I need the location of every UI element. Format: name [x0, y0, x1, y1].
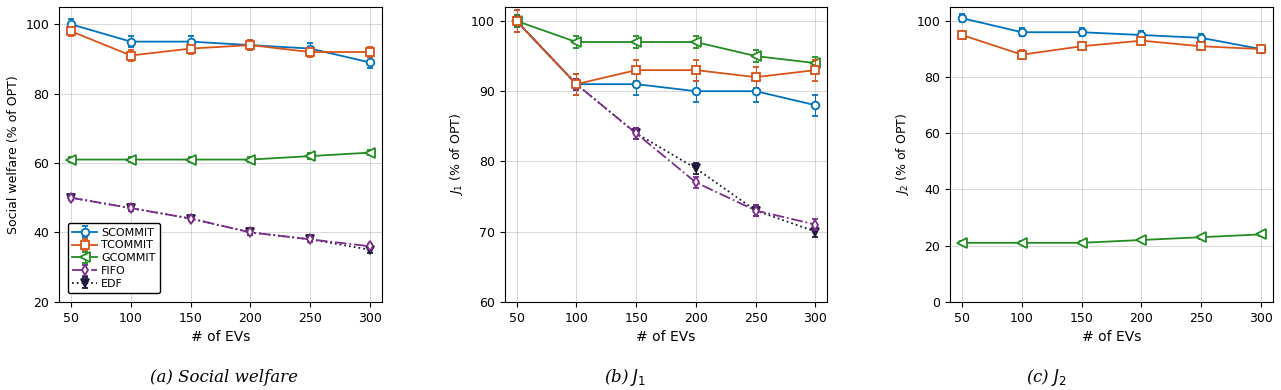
- Y-axis label: Social welfare (% of OPT): Social welfare (% of OPT): [6, 75, 20, 234]
- Legend: SCOMMIT, TCOMMIT, GCOMMIT, FIFO, EDF: SCOMMIT, TCOMMIT, GCOMMIT, FIFO, EDF: [68, 223, 160, 293]
- X-axis label: # of EVs: # of EVs: [637, 330, 696, 344]
- Text: (b) $J_1$: (b) $J_1$: [605, 367, 646, 388]
- Y-axis label: $J_2$ (% of OPT): $J_2$ (% of OPT): [894, 113, 911, 196]
- Text: (c) $J_2$: (c) $J_2$: [1026, 367, 1067, 388]
- X-axis label: # of EVs: # of EVs: [1082, 330, 1141, 344]
- Y-axis label: $J_1$ (% of OPT): $J_1$ (% of OPT): [448, 113, 465, 196]
- Text: (a) Social welfare: (a) Social welfare: [150, 369, 298, 386]
- X-axis label: # of EVs: # of EVs: [191, 330, 250, 344]
